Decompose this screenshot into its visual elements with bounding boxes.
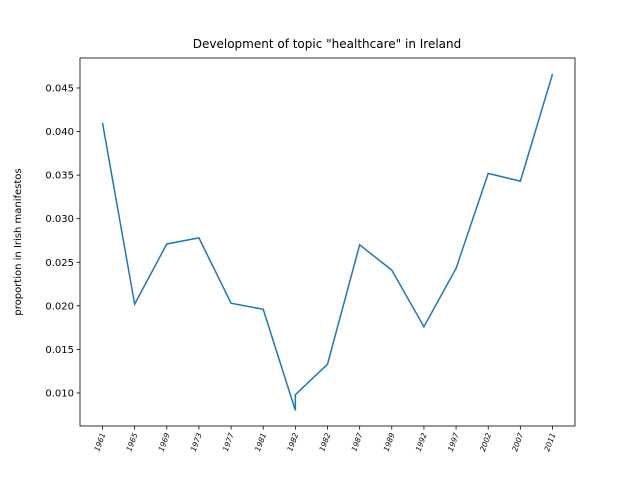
y-tick-label: 0.010 [45,388,74,399]
x-tick-label: 2002 [478,431,493,452]
line [101,73,554,411]
y-tick-label: 0.030 [45,214,74,225]
x-tick-label: 1973 [189,431,204,452]
x-tick-label: 1982 [317,431,332,452]
chart-title: Development of topic "healthcare" in Ire… [193,37,462,51]
y-tick-label: 0.020 [45,301,74,312]
x-tick-label: 1981 [253,432,268,453]
x-tick-label: 1969 [157,431,172,452]
plot-frame [79,57,576,427]
x-tick-label: 1961 [92,432,107,453]
x-tick-label: 1992 [414,431,429,452]
x-tick-label: 1982 [285,431,300,452]
y-tick-label: 0.045 [45,83,74,94]
y-tick-label: 0.015 [45,345,74,356]
x-tick-label: 2007 [510,431,525,452]
x-tick-label: 1997 [446,431,461,452]
y-axis-label: proportion in Irish manifestos [13,168,24,315]
x-tick-label: 1987 [350,431,365,452]
x-tick-label: 2011 [542,432,557,453]
y-tick-label: 0.035 [45,171,74,182]
x-tick-label: 1989 [382,431,397,452]
x-tick-label: 1977 [221,431,236,452]
y-tick-label: 0.025 [45,258,74,269]
y-tick-label: 0.040 [45,127,74,138]
x-tick-label: 1965 [125,431,140,452]
